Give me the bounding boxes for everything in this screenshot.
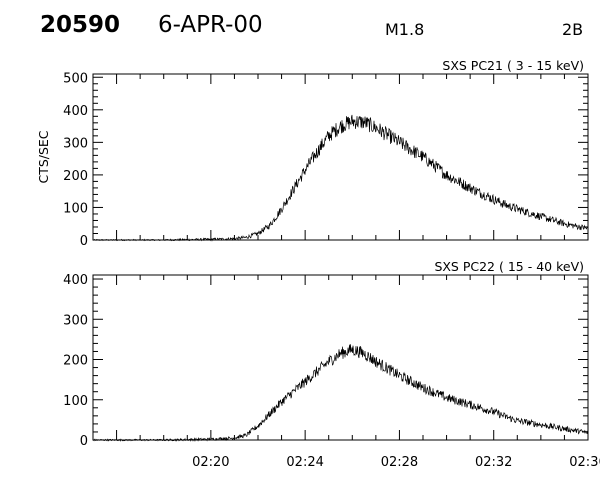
plot-frame-2: [92, 274, 589, 441]
x-tick-label: 02:36: [569, 455, 600, 470]
event-date: 6-APR-00: [158, 12, 263, 38]
goes-class: M1.8: [385, 20, 425, 39]
y-tick-label: 200: [63, 354, 88, 369]
x-tick-label: 02:28: [381, 455, 418, 470]
y-tick-label: 200: [63, 169, 88, 184]
y-tick-label: 400: [63, 273, 88, 288]
y-tick-label: 0: [80, 434, 88, 449]
x-tick-label: 02:24: [286, 455, 323, 470]
y-tick-label: 100: [63, 201, 88, 216]
plot-frame-1: [92, 73, 589, 241]
x-tick-label: 02:20: [192, 455, 229, 470]
chart-panel-2: 02:20 02:24 02:28 02:32 02:36 0 100 200 300 400 SX…: [63, 259, 600, 470]
chart-panel-1: 0 100 200 300 400 500 SXS PC21 ( 3 - 15 keV) CT…: [36, 58, 589, 249]
y-tick-label: 500: [63, 71, 88, 86]
y-tick-label: 300: [63, 136, 88, 151]
y-tick-label: 300: [63, 313, 88, 328]
x-tick-label: 02:32: [475, 455, 512, 470]
y-tick-label: 400: [63, 104, 88, 119]
event-id: 20590: [40, 12, 121, 38]
panel-title-1: SXS PC21 ( 3 - 15 keV): [442, 58, 584, 73]
y-axis-label: CTS/SEC: [36, 130, 51, 183]
y-tick-label: 100: [63, 394, 88, 409]
optical-class: 2B: [562, 20, 584, 39]
panel-title-2: SXS PC22 ( 15 - 40 keV): [434, 259, 584, 274]
series-line-1-1: [92, 114, 589, 242]
y-tick-label: 0: [80, 234, 88, 249]
series-line-2-1: [92, 344, 589, 443]
